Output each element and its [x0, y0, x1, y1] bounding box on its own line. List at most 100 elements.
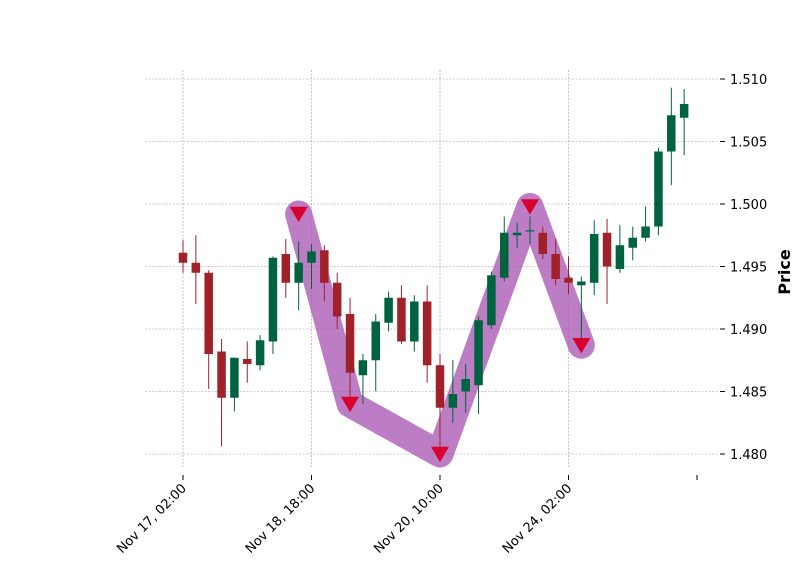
candle-body [615, 245, 625, 269]
candle [410, 295, 419, 352]
candle-body [500, 232, 509, 278]
candle [230, 357, 239, 412]
pivot-marker [341, 396, 360, 413]
candle [589, 220, 599, 296]
candle-body [641, 226, 650, 238]
candle-body [307, 251, 316, 263]
candle [667, 87, 676, 186]
candle-body [422, 301, 432, 366]
candle-body [332, 282, 342, 317]
pivot-marker [520, 199, 539, 215]
candle [255, 335, 265, 371]
candle-body [281, 254, 291, 283]
candle-body [435, 365, 445, 408]
candle [448, 360, 458, 423]
candle-body [204, 272, 213, 354]
candle [679, 89, 689, 156]
candle [641, 206, 650, 242]
candle-body [345, 314, 355, 373]
candle [615, 225, 625, 273]
y-tick-label: 1.505 [730, 136, 767, 151]
candle [512, 222, 522, 248]
y-tick-label: 1.495 [730, 261, 767, 276]
candle-body [217, 351, 226, 398]
candle [474, 316, 483, 414]
x-tick-label: Nov 17, 02:00 [114, 481, 190, 557]
grid-lines [145, 70, 718, 467]
candle-body [577, 281, 586, 286]
candle-body [461, 379, 470, 392]
y-tick-label: 1.510 [730, 73, 767, 88]
candle-body [320, 250, 329, 283]
y-tick-label: 1.500 [730, 198, 767, 213]
candle [422, 285, 432, 383]
candle [204, 270, 213, 389]
candle-body [410, 301, 419, 342]
pivot-marker [289, 206, 308, 223]
candle [654, 147, 663, 236]
candle [602, 219, 612, 304]
candle-body [602, 232, 612, 267]
candle [371, 314, 380, 392]
x-axis: Nov 17, 02:00 Nov 18, 18:00 Nov 20, 10:00 N… [114, 475, 698, 557]
pivot-markers [289, 199, 591, 463]
candle [551, 239, 560, 286]
candle [178, 240, 188, 273]
candle-body [487, 275, 496, 326]
candle-body [384, 297, 393, 323]
candle-body [448, 394, 458, 408]
candle-body [191, 262, 201, 273]
y-axis-title: Price [775, 249, 794, 295]
candle [281, 239, 291, 298]
candle [628, 226, 637, 261]
candle [243, 341, 252, 383]
candle-body [538, 232, 548, 254]
y-tick-label: 1.485 [730, 386, 767, 401]
candle-body [679, 104, 689, 118]
candle [435, 354, 445, 454]
candle-body [628, 237, 637, 248]
candle [500, 216, 509, 282]
y-tick-label: 1.480 [730, 448, 767, 463]
candle-body [230, 357, 239, 398]
candle [384, 291, 393, 332]
candle-body [667, 115, 676, 152]
candle [294, 241, 303, 311]
candle [217, 339, 226, 447]
candles [178, 87, 689, 454]
candle [358, 354, 368, 404]
candle-body [564, 277, 573, 283]
candle-body [551, 254, 560, 279]
candle [538, 226, 548, 259]
candle-body [474, 320, 483, 386]
candle-body [178, 252, 188, 263]
candle-body [512, 232, 522, 236]
x-tick-label: Nov 20, 10:00 [371, 481, 447, 557]
candle-body [371, 321, 380, 361]
candle [307, 244, 316, 289]
candle [487, 271, 496, 329]
x-tick-label: Nov 18, 18:00 [243, 481, 319, 557]
candle-body [268, 257, 278, 342]
x-tick-label: Nov 24, 02:00 [500, 481, 576, 557]
candle-body [589, 234, 599, 283]
y-axis: 1.480 1.485 1.490 1.495 1.500 1.505 1.510 [720, 73, 767, 463]
candle [397, 285, 406, 344]
pivot-marker [572, 338, 591, 354]
candle [332, 272, 342, 329]
candle [461, 364, 470, 413]
candle [564, 256, 573, 294]
candle-body [358, 360, 368, 376]
candle [268, 256, 278, 354]
candle-body [397, 297, 406, 342]
candle [525, 216, 535, 244]
candle [191, 235, 201, 304]
pivot-marker [431, 446, 449, 463]
candle [320, 245, 329, 302]
candle-body [654, 151, 663, 227]
candle-body [255, 340, 265, 366]
candle [577, 276, 586, 344]
candle [345, 297, 355, 407]
y-tick-label: 1.490 [730, 323, 767, 338]
